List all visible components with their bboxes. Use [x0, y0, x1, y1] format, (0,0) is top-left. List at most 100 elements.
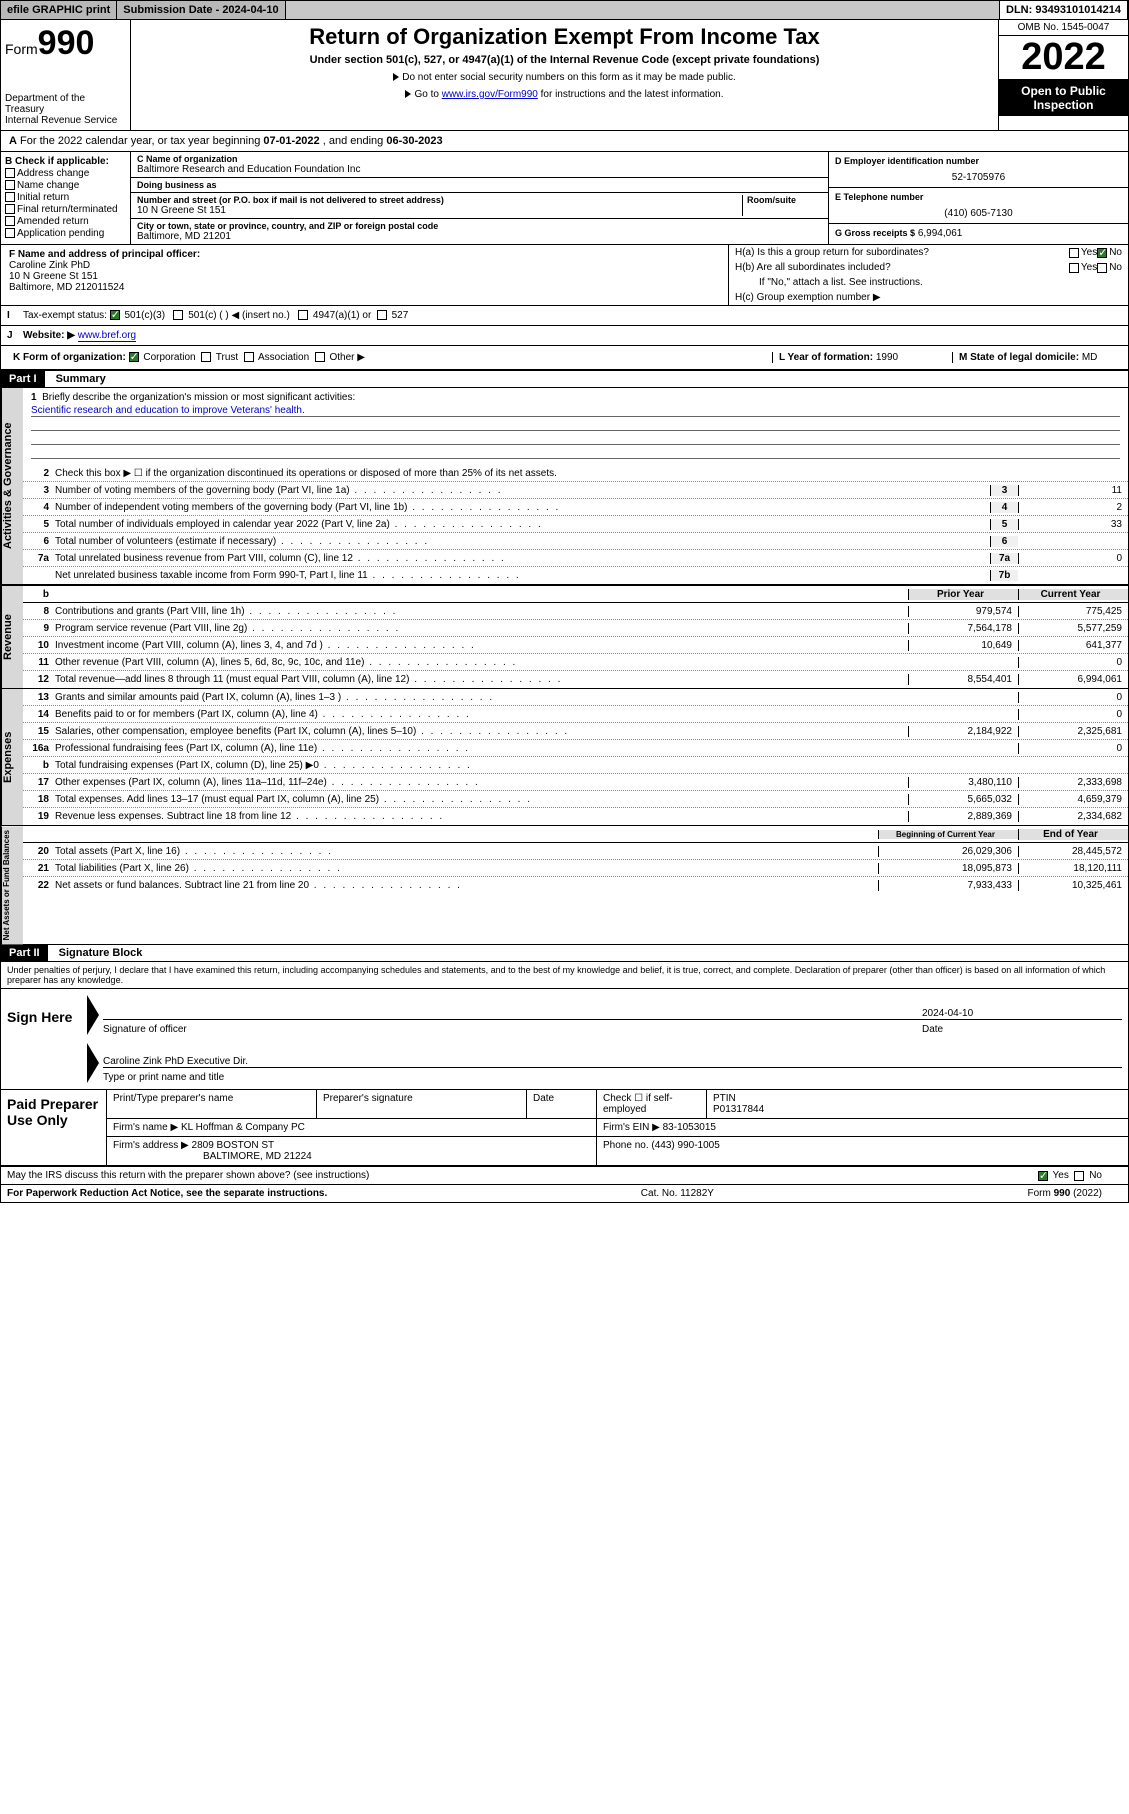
chk-final-return[interactable]: Final return/terminated [5, 204, 126, 215]
line-text: Total assets (Part X, line 16) [55, 844, 878, 859]
hb-yes-chk[interactable] [1069, 263, 1079, 273]
info-grid: B Check if applicable: Address change Na… [1, 152, 1128, 245]
prior-value: 18,095,873 [878, 863, 1018, 874]
chk-assoc[interactable] [244, 352, 254, 362]
form-year-box: OMB No. 1545-0047 2022 Open to Public In… [998, 20, 1128, 130]
line-number: 22 [23, 880, 55, 891]
line-text: Grants and similar amounts paid (Part IX… [55, 690, 908, 705]
ptin-value: P01317844 [713, 1104, 764, 1115]
table-row: 3 Number of voting members of the govern… [23, 482, 1128, 499]
chk-corp[interactable] [129, 352, 139, 362]
gross-row: G Gross receipts $ 6,994,061 [829, 224, 1128, 243]
mission-label: Briefly describe the organization's miss… [42, 392, 355, 403]
hb-yes: Yes [1081, 262, 1097, 273]
period-a-label: A [9, 135, 17, 147]
vtab-revenue: Revenue [1, 586, 23, 688]
chk-501c3[interactable] [110, 310, 120, 320]
period-text: For the 2022 calendar year, or tax year … [20, 135, 263, 147]
table-row: 19 Revenue less expenses. Subtract line … [23, 808, 1128, 825]
current-value: 0 [1018, 692, 1128, 703]
line-text: Total number of volunteers (estimate if … [55, 534, 990, 549]
omb-number: OMB No. 1545-0047 [999, 20, 1128, 36]
table-row: 5 Total number of individuals employed i… [23, 516, 1128, 533]
line-text: Program service revenue (Part VIII, line… [55, 621, 908, 636]
line-number: 9 [23, 623, 55, 634]
firm-name: KL Hoffman & Company PC [181, 1122, 305, 1133]
preparer-row2: Firm's name ▶ KL Hoffman & Company PC Fi… [107, 1119, 1128, 1137]
line-ref: 7b [990, 570, 1018, 581]
table-row: 18 Total expenses. Add lines 13–17 (must… [23, 791, 1128, 808]
line-number: 3 [23, 485, 55, 496]
chk-initial-return[interactable]: Initial return [5, 192, 126, 203]
part2-bar: Part II Signature Block [1, 945, 1128, 962]
current-value: 0 [1018, 657, 1128, 668]
preparer-row1: Print/Type preparer's name Preparer's si… [107, 1090, 1128, 1119]
prep-sig-hdr: Preparer's signature [317, 1090, 527, 1118]
chk-address-change[interactable]: Address change [5, 168, 126, 179]
pra-notice: For Paperwork Reduction Act Notice, see … [7, 1188, 327, 1199]
prep-phone: (443) 990-1005 [651, 1140, 719, 1151]
website-link[interactable]: www.bref.org [78, 330, 136, 342]
ha-no-chk[interactable] [1097, 248, 1107, 258]
chk-amended-return[interactable]: Amended return [5, 216, 126, 227]
h-c-row: H(c) Group exemption number ▶ [729, 290, 1128, 305]
website-row: Website: ▶ www.bref.org [17, 326, 142, 345]
line-text: Other revenue (Part VIII, column (A), li… [55, 655, 908, 670]
chk-trust[interactable] [201, 352, 211, 362]
governance-body: 1 Briefly describe the organization's mi… [23, 388, 1128, 584]
line-text: Number of independent voting members of … [55, 500, 990, 515]
sub-title: Under section 501(c), 527, or 4947(a)(1)… [139, 54, 990, 66]
dba-label: Doing business as [137, 180, 822, 190]
expenses-section: Expenses 13 Grants and similar amounts p… [1, 689, 1128, 826]
line-number: 14 [23, 709, 55, 720]
principal-officer: F Name and address of principal officer:… [1, 245, 728, 305]
row-j: J Website: ▶ www.bref.org [1, 326, 1128, 346]
table-row: 12 Total revenue—add lines 8 through 11 … [23, 671, 1128, 688]
phone-label: E Telephone number [835, 192, 1122, 202]
dln-label: DLN: 93493101014214 [999, 1, 1128, 19]
current-value: 2,333,698 [1018, 777, 1128, 788]
prior-year-hdr: Prior Year [908, 589, 1018, 600]
tax-exempt-label: Tax-exempt status: [23, 310, 107, 321]
line-value: 11 [1018, 485, 1128, 496]
line-number: 21 [23, 863, 55, 874]
vtab-expenses: Expenses [1, 689, 23, 825]
prior-value: 7,564,178 [908, 623, 1018, 634]
top-bar: efile GRAPHIC print Submission Date - 20… [0, 0, 1129, 20]
line2-text: Check this box ▶ ☐ if the organization d… [55, 466, 1128, 481]
footer-row: For Paperwork Reduction Act Notice, see … [1, 1185, 1128, 1202]
chk-application-pending[interactable]: Application pending [5, 228, 126, 239]
instruction-2: Go to www.irs.gov/Form990 for instructio… [139, 89, 990, 100]
table-row: 21 Total liabilities (Part X, line 26)18… [23, 860, 1128, 877]
prior-value: 5,665,032 [908, 794, 1018, 805]
hb-no: No [1109, 262, 1122, 273]
ein-value: 52-1705976 [835, 172, 1122, 183]
preparer-row3: Firm's address ▶ 2809 BOSTON STBALTIMORE… [107, 1137, 1128, 1165]
line-text: Total number of individuals employed in … [55, 517, 990, 532]
triangle-icon [405, 90, 411, 98]
hb-no-chk[interactable] [1097, 263, 1107, 273]
preparer-label: Paid Preparer Use Only [1, 1090, 106, 1165]
chk-501c[interactable] [173, 310, 183, 320]
phone-row: E Telephone number(410) 605-7130 [829, 188, 1128, 224]
submission-date-label: Submission Date - 2024-04-10 [117, 1, 285, 19]
irs-link[interactable]: www.irs.gov/Form990 [442, 89, 538, 100]
table-row: 13 Grants and similar amounts paid (Part… [23, 689, 1128, 706]
chk-4947[interactable] [298, 310, 308, 320]
discuss-no-chk[interactable] [1074, 1171, 1084, 1181]
ha-yes-chk[interactable] [1069, 248, 1079, 258]
chk-other[interactable] [315, 352, 325, 362]
addr-label: Number and street (or P.O. box if mail i… [137, 195, 742, 205]
signature-arrow-icon [87, 1043, 99, 1083]
h-b-note: If "No," attach a list. See instructions… [729, 275, 1128, 290]
expenses-body: 13 Grants and similar amounts paid (Part… [23, 689, 1128, 825]
chk-527[interactable] [377, 310, 387, 320]
opt-corp: Corporation [143, 352, 195, 363]
table-row: Net unrelated business taxable income fr… [23, 567, 1128, 584]
officer-sig-line: 2024-04-10 [103, 1008, 1122, 1020]
efile-print-button[interactable]: efile GRAPHIC print [1, 1, 117, 19]
prior-value: 7,933,433 [878, 880, 1018, 891]
discuss-yes-chk[interactable] [1038, 1171, 1048, 1181]
line-number: 16a [23, 743, 55, 754]
chk-name-change[interactable]: Name change [5, 180, 126, 191]
